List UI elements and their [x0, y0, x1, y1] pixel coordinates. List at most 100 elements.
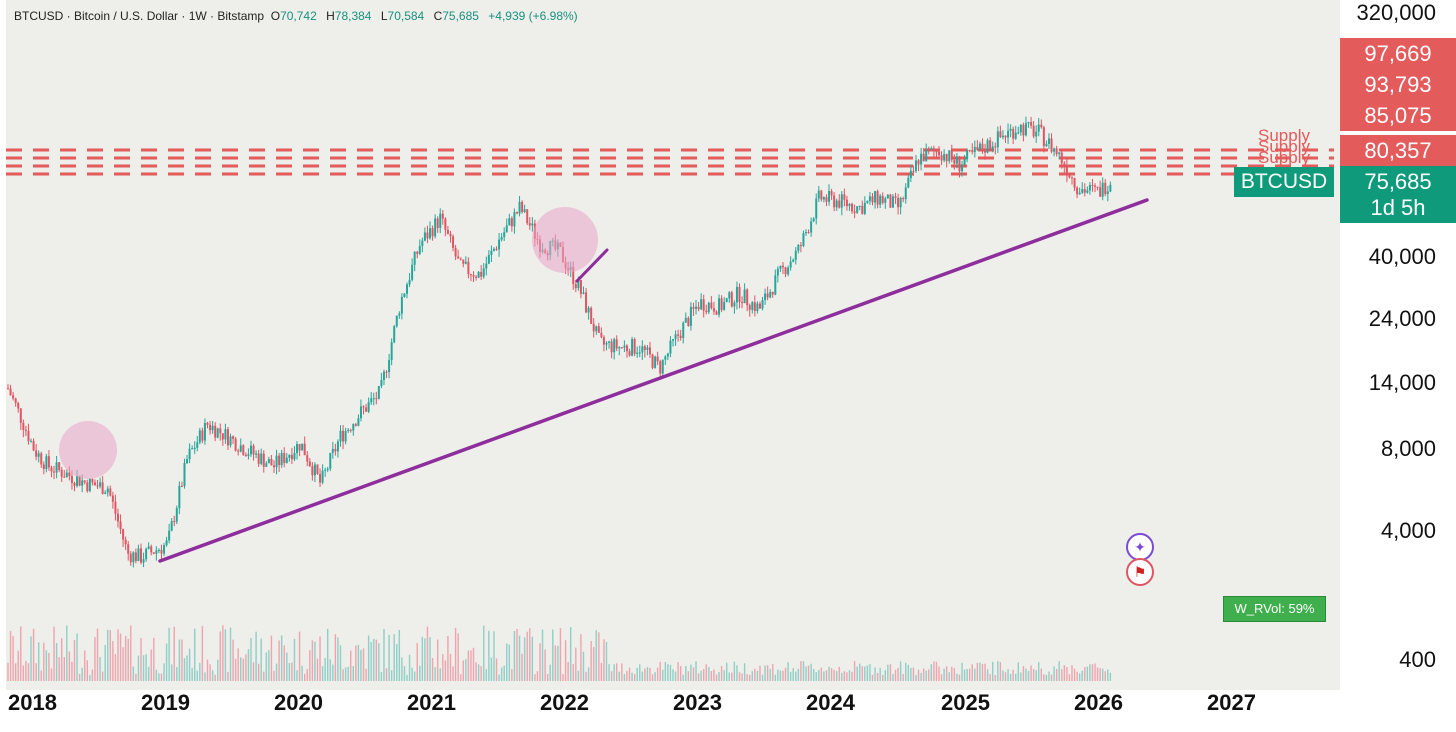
candle-body [336, 441, 339, 452]
candle-body [948, 150, 951, 162]
volume-bar [71, 661, 73, 681]
volume-bar [997, 661, 999, 681]
volume-bar [268, 650, 270, 681]
volume-bar [641, 671, 644, 681]
rvol-indicator-badge[interactable]: W_RVol: 59% [1223, 596, 1326, 622]
candle-body [232, 436, 235, 439]
volume-bar [25, 660, 27, 681]
volume-bar [559, 628, 562, 681]
volume-bar [853, 661, 856, 681]
volume-bar [419, 665, 421, 681]
volume-bar [912, 667, 915, 681]
volume-bar [976, 662, 979, 681]
candle-body [866, 201, 869, 203]
volume-bar [14, 663, 17, 681]
volume-bar [150, 649, 152, 681]
candle-body [475, 276, 478, 278]
volume-bar [329, 659, 331, 681]
volume-bar [270, 635, 273, 681]
volume-bar [327, 628, 329, 681]
candle-body [861, 205, 864, 214]
volume-bar [204, 672, 206, 681]
volume-bar [963, 669, 966, 681]
volume-bar [700, 670, 702, 681]
candle-body [86, 482, 89, 492]
candle-body [513, 212, 516, 227]
candle-body [674, 334, 677, 340]
candle-body [421, 240, 424, 247]
supply-price-tag[interactable]: 80,357 [1340, 135, 1456, 166]
volume-bar [1050, 674, 1053, 681]
volume-bar [749, 674, 751, 681]
candle-body [592, 323, 595, 332]
volume-bar [644, 668, 646, 681]
candle-body [375, 398, 378, 400]
candle-body [914, 160, 917, 171]
candle-body [871, 196, 874, 203]
candle-body [342, 430, 345, 442]
candle-body [306, 455, 309, 462]
candle-body [666, 353, 669, 357]
volume-bar [628, 667, 631, 681]
volume-bar [835, 671, 838, 681]
volume-bar [311, 640, 314, 681]
candle-body [462, 259, 465, 264]
candle-body [183, 463, 186, 487]
volume-bar [135, 673, 137, 681]
volume-bar [1020, 672, 1022, 681]
volume-bar [971, 664, 973, 681]
volume-bar [293, 638, 296, 681]
candle-body [393, 326, 396, 343]
candle-body [718, 298, 721, 315]
volume-bar [319, 636, 321, 681]
candle-body [331, 448, 334, 453]
volume-bar [639, 664, 641, 681]
volume-bar [61, 638, 63, 681]
candle-body [769, 291, 772, 298]
candle-body [623, 345, 626, 348]
volume-bar [257, 663, 260, 681]
current-price-tag[interactable]: 75,685 [1340, 166, 1456, 197]
volume-bar [718, 672, 720, 681]
volume-bar [933, 661, 935, 681]
volume-bar [480, 666, 482, 681]
volume-bar [582, 651, 585, 681]
volume-bar [605, 641, 608, 681]
current-ticker-label[interactable]: BTCUSD [1234, 167, 1334, 197]
volume-bar [846, 672, 848, 681]
candle-body [605, 342, 608, 345]
candle-body [416, 251, 419, 254]
volume-bar [347, 666, 349, 681]
volume-bar [818, 669, 820, 681]
volume-bar [917, 669, 920, 681]
price-axis-label: 8,000 [1380, 436, 1436, 461]
supply-price-tag[interactable]: 85,075 [1340, 100, 1456, 131]
volume-bar [631, 672, 633, 681]
volume-bar [273, 670, 275, 681]
candle-body [324, 469, 327, 471]
supply-price-tag[interactable]: 97,669 [1340, 38, 1456, 69]
volume-bar [452, 666, 454, 681]
supply-label: Supply [1258, 148, 1310, 167]
volume-bar [882, 674, 884, 681]
supply-price-tag[interactable]: 93,793 [1340, 69, 1456, 100]
volume-bar [393, 634, 395, 681]
us-flag-icon[interactable]: ⚑ [1126, 558, 1154, 586]
volume-bar [1055, 668, 1058, 681]
volume-bar [498, 674, 500, 681]
candle-body [298, 444, 301, 451]
candle-body [7, 388, 9, 390]
candle-body [91, 479, 94, 483]
volume-bar [214, 674, 216, 681]
volume-bar [787, 662, 789, 681]
volume-bar [50, 668, 53, 681]
volume-bar [12, 635, 14, 681]
volume-bar [866, 665, 869, 681]
candle-body [810, 221, 813, 233]
candle-body [173, 521, 176, 523]
candle-body [270, 459, 273, 466]
sparkle-icon[interactable]: ✦ [1126, 533, 1154, 561]
volume-bar [186, 655, 188, 681]
volume-bar [784, 667, 787, 681]
